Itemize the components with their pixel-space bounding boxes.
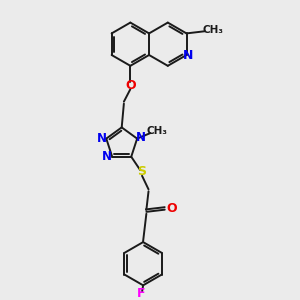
- Text: N: N: [96, 132, 106, 145]
- Text: CH₃: CH₃: [202, 25, 223, 35]
- Text: S: S: [137, 165, 146, 178]
- Text: N: N: [102, 150, 112, 163]
- Text: O: O: [125, 79, 136, 92]
- Text: N: N: [183, 49, 194, 62]
- Text: F: F: [137, 287, 146, 300]
- Text: O: O: [166, 202, 177, 215]
- Text: N: N: [136, 131, 146, 144]
- Text: CH₃: CH₃: [147, 126, 168, 136]
